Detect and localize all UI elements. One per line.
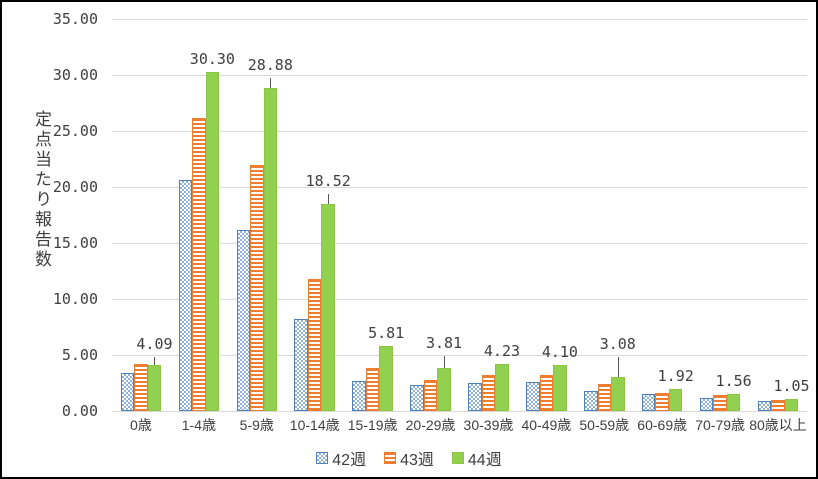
gridline <box>112 131 807 132</box>
bar <box>611 376 625 411</box>
data-label-leader-line <box>617 356 619 377</box>
bar <box>120 372 135 411</box>
gridline <box>112 19 807 20</box>
legend-item-44週: 44週 <box>451 446 502 470</box>
data-label: 30.30 <box>189 49 235 68</box>
bar <box>655 392 669 411</box>
legend: 42週 43週 44週 <box>2 446 816 470</box>
bar <box>668 389 683 411</box>
bar <box>410 385 424 411</box>
gridline <box>112 75 807 76</box>
bar <box>379 345 393 411</box>
bar <box>584 390 598 411</box>
gridline <box>112 411 807 412</box>
data-label-leader-line <box>154 357 156 366</box>
bar <box>307 278 322 411</box>
x-tick-label: 60-69歳 <box>637 417 688 433</box>
gridline <box>112 355 807 356</box>
bar <box>236 229 251 411</box>
y-axis-title: 定点当たり報告数 <box>32 110 51 270</box>
y-tick-label: 35.00 <box>52 10 98 28</box>
bar <box>597 384 612 411</box>
x-tick-label: 40-49歳 <box>521 417 572 433</box>
bar <box>726 393 741 411</box>
bar <box>526 381 540 411</box>
data-label: 18.52 <box>305 171 351 190</box>
bar <box>481 375 496 411</box>
bar <box>495 363 509 411</box>
legend-swatch-icon <box>316 452 329 464</box>
x-tick-label: 1-4歳 <box>181 417 216 433</box>
data-label: 1.56 <box>715 371 752 390</box>
bar <box>365 368 380 411</box>
data-label: 4.10 <box>541 343 578 362</box>
bar <box>205 71 220 411</box>
bar <box>553 365 567 411</box>
x-tick-label: 70-79歳 <box>695 417 746 433</box>
bar <box>713 395 727 411</box>
bar <box>468 383 482 411</box>
bar <box>641 394 656 411</box>
x-tick-label: 0歳 <box>130 417 152 433</box>
legend-label: 42週 <box>332 452 367 469</box>
bar <box>757 400 772 411</box>
x-tick-label: 50-59歳 <box>579 417 630 433</box>
x-tick-label: 15-19歳 <box>347 417 398 433</box>
bar <box>771 400 785 411</box>
bar <box>147 365 162 411</box>
bar <box>178 180 193 411</box>
data-label: 1.92 <box>657 367 694 386</box>
bar <box>321 203 335 411</box>
x-tick-label: 5-9歳 <box>239 417 274 433</box>
y-tick-label: 30.00 <box>52 66 98 84</box>
bar <box>784 399 799 411</box>
gridline <box>112 243 807 244</box>
y-tick-label: 25.00 <box>52 122 98 140</box>
data-label: 4.09 <box>136 335 173 354</box>
data-label: 1.05 <box>773 377 810 396</box>
bar <box>250 164 264 411</box>
x-tick-label: 80歳以上 <box>749 417 807 433</box>
bar <box>192 117 206 411</box>
data-label: 3.81 <box>425 334 463 353</box>
data-label-leader-line <box>270 77 272 88</box>
y-tick-label: 10.00 <box>52 290 98 308</box>
bar <box>134 363 148 411</box>
legend-label: 43週 <box>400 452 434 469</box>
legend-item-42週: 42週 <box>316 446 366 470</box>
data-label: 4.23 <box>483 341 521 360</box>
legend-label: 44週 <box>467 452 502 469</box>
y-tick-label: 15.00 <box>52 234 98 252</box>
legend-item-43週: 43週 <box>384 446 434 470</box>
gridline <box>112 299 807 300</box>
data-label: 28.88 <box>247 55 293 74</box>
bar <box>423 379 438 411</box>
x-tick-label: 10-14歳 <box>289 417 340 433</box>
bar <box>699 397 714 411</box>
data-label-leader-line <box>328 193 330 204</box>
y-tick-label: 5.00 <box>61 346 98 364</box>
legend-swatch-icon <box>384 452 397 464</box>
data-label-leader-line <box>444 356 446 369</box>
x-tick-label: 20-29歳 <box>405 417 456 433</box>
x-tick-label: 30-39歳 <box>463 417 514 433</box>
bar <box>437 368 451 411</box>
legend-swatch-icon <box>451 452 464 464</box>
bar <box>539 375 554 411</box>
bar <box>294 319 308 411</box>
y-tick-label: 0.00 <box>61 402 98 420</box>
gridline <box>112 187 807 188</box>
data-label: 5.81 <box>368 323 405 342</box>
data-label: 3.08 <box>599 334 636 353</box>
bar <box>263 87 278 411</box>
bar <box>352 380 366 411</box>
y-tick-label: 20.00 <box>52 178 98 196</box>
